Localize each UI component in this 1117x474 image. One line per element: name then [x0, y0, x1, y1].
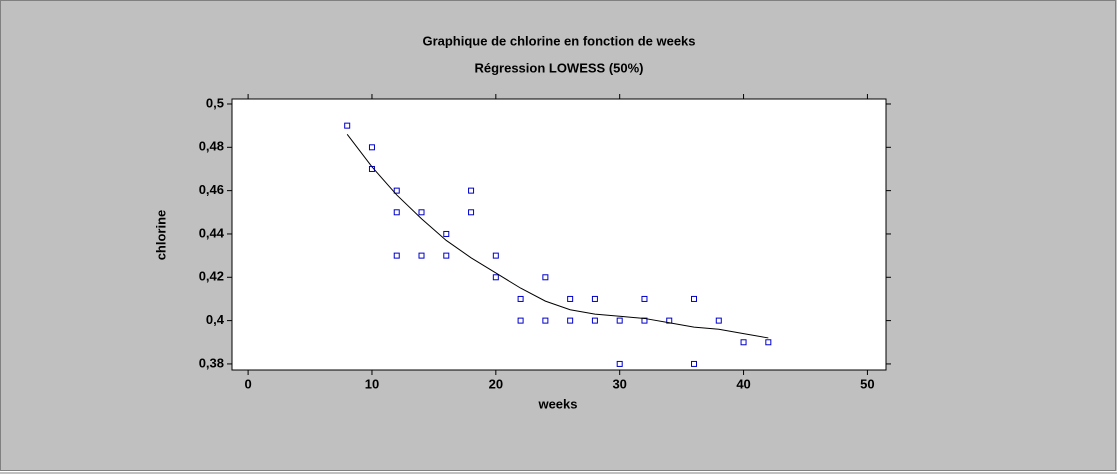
- y-tick-label: 0,4: [206, 312, 225, 327]
- y-tick-label: 0,38: [199, 355, 224, 370]
- point: [616, 317, 623, 324]
- point: [591, 295, 598, 302]
- x-tick-label: 30: [612, 376, 626, 391]
- x-axis-label: weeks: [537, 396, 577, 411]
- chart-subtitle: Régression LOWESS (50%): [474, 60, 643, 75]
- point: [418, 209, 425, 216]
- x-tick-label: 0: [244, 376, 251, 391]
- point: [468, 209, 475, 216]
- y-tick-label: 0,48: [199, 139, 224, 154]
- plot-area: [231, 98, 887, 371]
- point: [542, 317, 549, 324]
- point: [517, 317, 524, 324]
- point: [492, 274, 499, 281]
- point: [641, 295, 648, 302]
- point: [393, 187, 400, 194]
- x-tick-label: 10: [365, 376, 379, 391]
- point: [443, 230, 450, 237]
- lowess-line: [346, 134, 769, 339]
- point: [616, 360, 623, 367]
- point: [567, 317, 574, 324]
- chart-title: Graphique de chlorine en fonction de wee…: [422, 33, 695, 48]
- point: [393, 252, 400, 259]
- point: [418, 252, 425, 259]
- y-axis-label: chlorine: [153, 210, 168, 261]
- y-tick-label: 0,5: [206, 95, 224, 110]
- point: [740, 339, 747, 346]
- point: [468, 187, 475, 194]
- point: [567, 295, 574, 302]
- point: [542, 274, 549, 281]
- x-tick-label: 50: [860, 376, 874, 391]
- point: [368, 144, 375, 151]
- x-tick-label: 40: [736, 376, 750, 391]
- point: [715, 317, 722, 324]
- point: [691, 360, 698, 367]
- point: [443, 252, 450, 259]
- y-tick-label: 0,44: [199, 225, 225, 240]
- y-tick-label: 0,42: [199, 269, 224, 284]
- x-tick-label: 20: [489, 376, 503, 391]
- point: [393, 209, 400, 216]
- point: [344, 122, 351, 129]
- point: [517, 295, 524, 302]
- point: [765, 339, 772, 346]
- point: [691, 295, 698, 302]
- y-tick-label: 0,46: [199, 182, 224, 197]
- point: [492, 252, 499, 259]
- point: [591, 317, 598, 324]
